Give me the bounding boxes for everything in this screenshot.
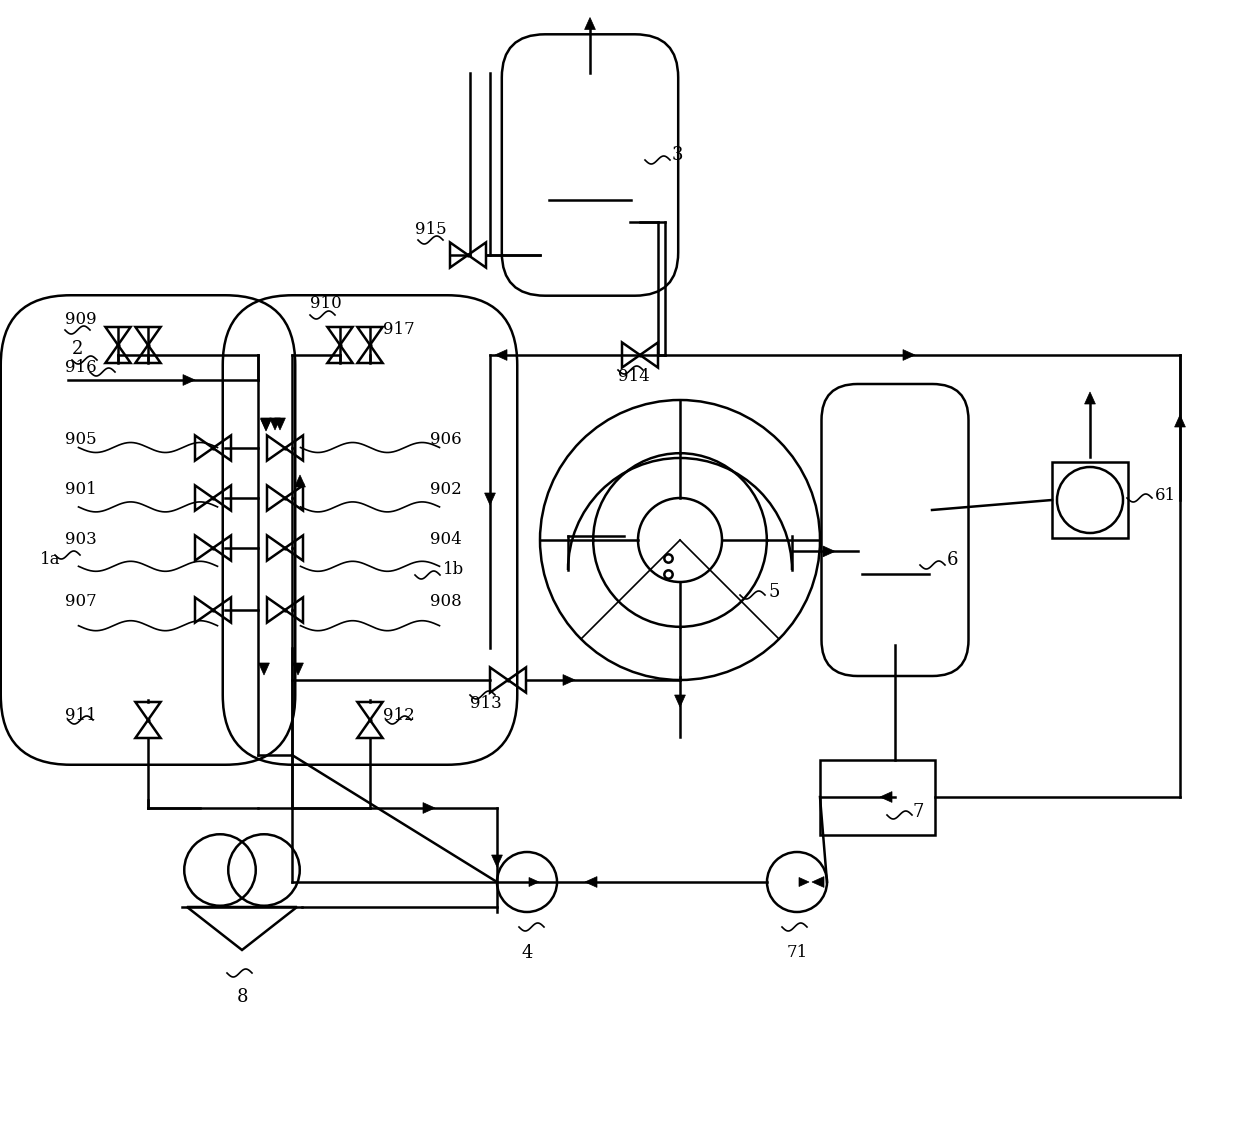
Text: 912: 912 [383,707,414,724]
Text: 7: 7 [913,803,924,821]
Text: 914: 914 [618,368,650,385]
Text: 71: 71 [786,944,807,961]
Polygon shape [495,349,507,360]
Text: 911: 911 [64,707,97,724]
Polygon shape [799,878,808,887]
Text: 3: 3 [672,146,683,164]
Text: 901: 901 [64,481,97,498]
Polygon shape [584,17,595,30]
Polygon shape [184,374,195,385]
Text: 906: 906 [430,432,461,448]
Text: 902: 902 [430,481,461,498]
Polygon shape [585,877,596,887]
Polygon shape [812,877,825,887]
Polygon shape [903,349,915,360]
Polygon shape [529,878,539,887]
Polygon shape [823,546,835,557]
Polygon shape [293,663,304,675]
Polygon shape [269,418,280,430]
Text: 916: 916 [64,359,97,376]
Polygon shape [1085,392,1095,404]
Text: 907: 907 [64,594,97,611]
Text: 910: 910 [310,294,342,312]
Polygon shape [1174,415,1185,428]
Polygon shape [880,791,892,803]
Polygon shape [423,803,435,813]
Polygon shape [260,418,272,430]
Polygon shape [260,420,272,431]
Text: 1b: 1b [443,562,464,579]
Text: 913: 913 [470,695,502,712]
Polygon shape [295,475,305,487]
Text: 61: 61 [1154,487,1176,504]
Text: 909: 909 [64,312,97,327]
Text: 2: 2 [72,340,83,358]
Text: 903: 903 [64,531,97,548]
Text: 1a: 1a [40,551,61,568]
Text: 4: 4 [521,944,533,962]
Text: 5: 5 [768,583,780,601]
Polygon shape [675,695,686,707]
Polygon shape [259,663,269,675]
Text: 6: 6 [947,551,959,568]
Polygon shape [491,855,502,868]
Polygon shape [485,493,496,505]
Polygon shape [563,674,575,686]
Polygon shape [274,418,285,430]
Text: 8: 8 [237,988,248,1006]
Text: 915: 915 [415,221,446,238]
Text: 905: 905 [64,432,97,448]
Text: 904: 904 [430,531,461,548]
Text: 908: 908 [430,594,461,611]
Text: 917: 917 [383,322,414,339]
Bar [1052,462,1128,538]
Bar [820,760,935,835]
